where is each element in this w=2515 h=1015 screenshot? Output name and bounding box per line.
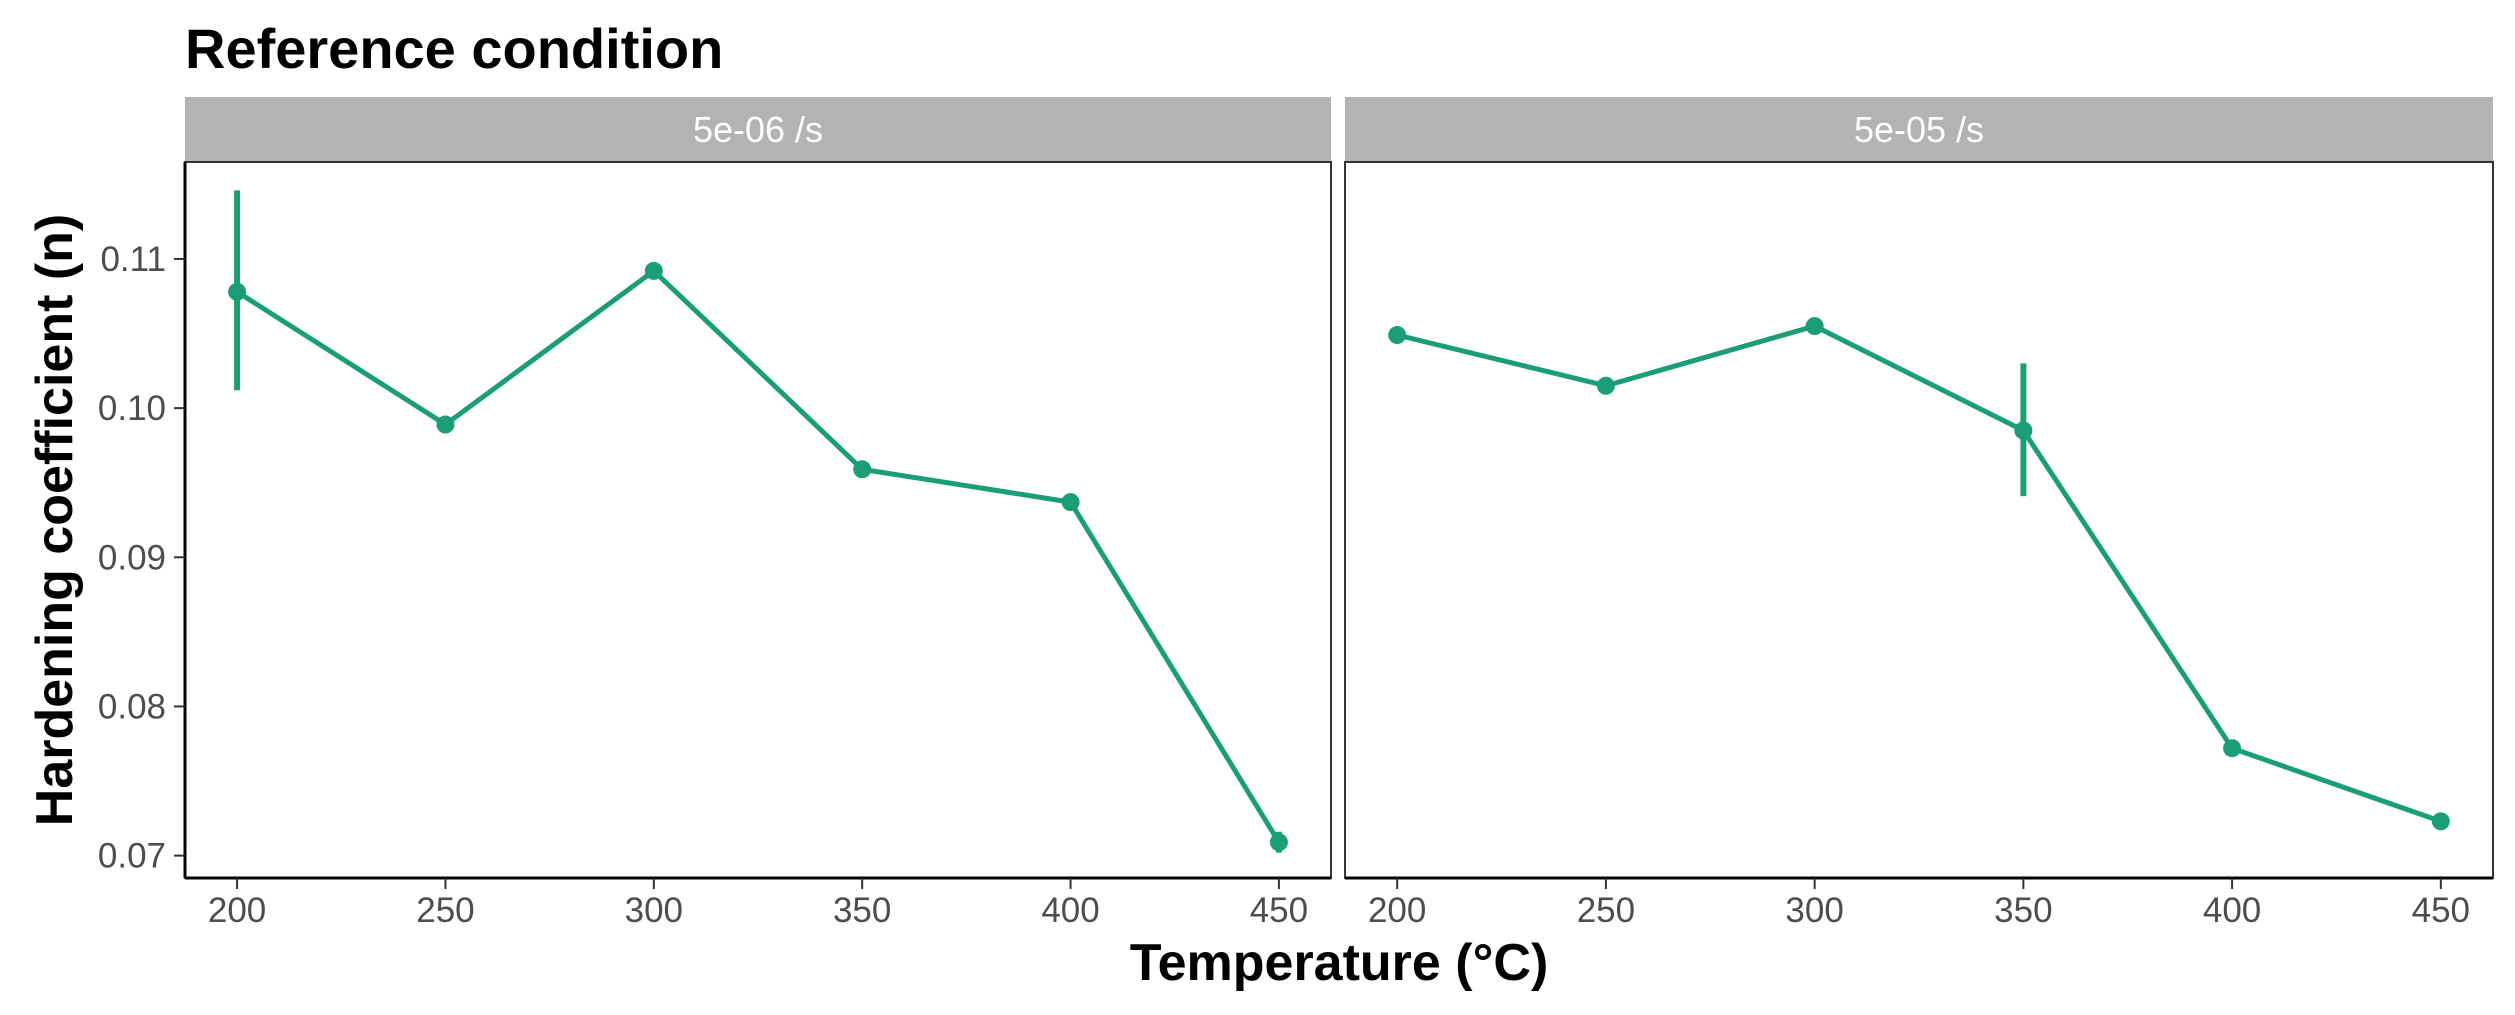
strip-label-left: 5e-06 /s bbox=[693, 109, 823, 150]
y-tick-label-0: 0.07 bbox=[98, 837, 166, 876]
x-tick-label-panel-2-2: 300 bbox=[1785, 891, 1843, 930]
data-point-panel-1-300 bbox=[644, 261, 663, 280]
series-line-panel-2 bbox=[1396, 323, 2442, 824]
x-tick-label-panel-1-4: 400 bbox=[1041, 891, 1099, 930]
panel-right-marks bbox=[1388, 317, 2450, 831]
data-point-panel-1-400 bbox=[1061, 493, 1080, 512]
strip-label-right: 5e-05 /s bbox=[1854, 109, 1984, 150]
data-point-panel-1-350 bbox=[853, 460, 872, 479]
x-tick-label-panel-2-0: 200 bbox=[1368, 891, 1426, 930]
data-point-panel-1-250 bbox=[436, 415, 455, 434]
x-tick-label-panel-1-3: 350 bbox=[833, 891, 891, 930]
data-point-panel-2-350 bbox=[2014, 421, 2033, 440]
data-point-panel-2-450 bbox=[2431, 812, 2450, 831]
y-axis-ticks: 0.07 0.08 0.09 0.10 0.11 bbox=[98, 240, 185, 876]
data-point-panel-1-450 bbox=[1269, 833, 1288, 852]
strip-left bbox=[185, 97, 1331, 162]
y-tick-label-3: 0.10 bbox=[98, 389, 166, 428]
x-tick-label-panel-1-2: 300 bbox=[625, 891, 683, 930]
x-tick-label-panel-2-5: 450 bbox=[2412, 891, 2470, 930]
strip-right bbox=[1345, 97, 2493, 162]
data-point-panel-1-200 bbox=[228, 282, 247, 301]
panel-border-left bbox=[184, 161, 1332, 879]
data-point-panel-2-250 bbox=[1596, 376, 1615, 395]
x-tick-label-panel-1-1: 250 bbox=[416, 891, 474, 930]
panel-right: 5e-05 /s bbox=[1344, 97, 2494, 879]
x-tick-label-panel-2-4: 400 bbox=[2203, 891, 2261, 930]
data-point-panel-2-200 bbox=[1388, 326, 1407, 345]
y-tick-label-1: 0.08 bbox=[98, 687, 166, 726]
data-point-panel-2-300 bbox=[1805, 317, 1824, 336]
x-tick-label-panel-2-1: 250 bbox=[1577, 891, 1635, 930]
panel-border-right bbox=[1344, 161, 2494, 879]
panel-left: 5e-06 /s bbox=[184, 97, 1332, 879]
x-tick-label-panel-2-3: 350 bbox=[1994, 891, 2052, 930]
x-tick-label-panel-1-5: 450 bbox=[1250, 891, 1308, 930]
x-axis-title: Temperature (°C) bbox=[1130, 934, 1549, 992]
data-point-panel-2-400 bbox=[2223, 739, 2242, 758]
panel-left-marks bbox=[228, 190, 1288, 853]
y-tick-label-2: 0.09 bbox=[98, 538, 166, 577]
x-axis-ticks: 200 250 300 350 400 450 200 250 300 350 400 450 bbox=[208, 878, 2470, 930]
series-line-panel-1 bbox=[235, 268, 1282, 844]
y-tick-label-4: 0.11 bbox=[100, 240, 166, 279]
chart-title: Reference condition bbox=[185, 17, 723, 80]
x-tick-label-panel-1-0: 200 bbox=[208, 891, 266, 930]
y-axis-title: Hardening coefficient (n) bbox=[26, 214, 84, 826]
